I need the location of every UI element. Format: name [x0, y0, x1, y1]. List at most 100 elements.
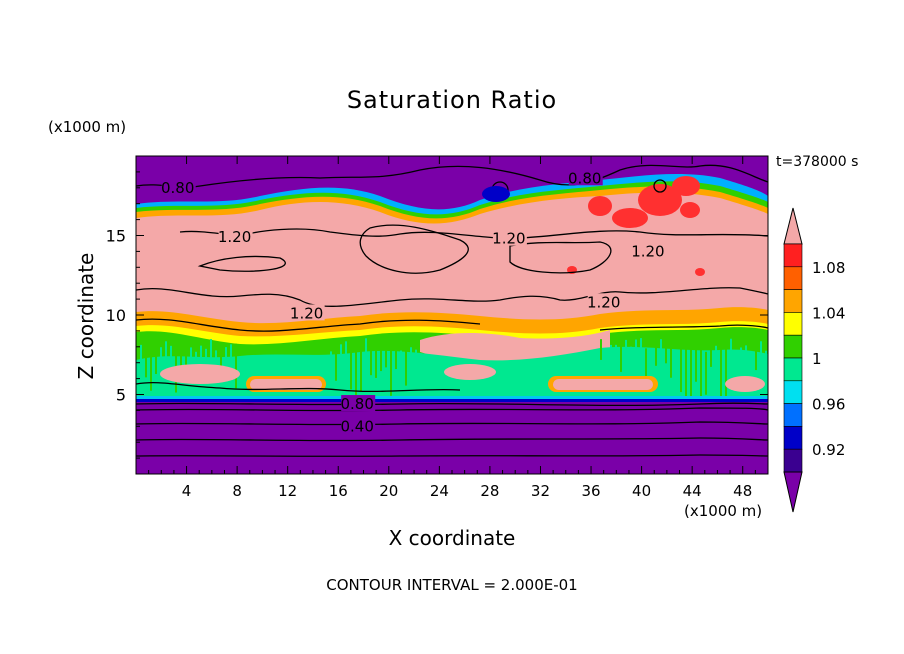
cloud-streak: [730, 338, 732, 373]
cloud-streak: [355, 351, 357, 405]
cloud-streak: [150, 339, 152, 391]
contour-label: 0.80: [568, 169, 601, 187]
cloud-streak: [405, 340, 407, 386]
x-tick-label: 44: [683, 482, 702, 500]
y-axis-units: (x1000 m): [48, 118, 127, 136]
contour-label-bg: [492, 229, 527, 246]
cloud-streak: [370, 341, 372, 376]
colorbar-label: 0.96: [812, 396, 845, 414]
cloud-streak: [695, 343, 697, 382]
x-axis-label: X coordinate: [388, 526, 516, 550]
cloud-streak: [720, 348, 722, 397]
x-tick-label: 32: [531, 482, 550, 500]
contour-label-bg: [631, 242, 666, 259]
y-tick-label: 15: [106, 227, 126, 246]
contour-label: 1.20: [587, 293, 620, 311]
cloud-streak: [395, 344, 397, 370]
colorbar-segment: [783, 289, 803, 313]
pink-lower-lenses: [160, 364, 765, 392]
cloud-streak: [155, 343, 157, 374]
contour-label-bg: [341, 395, 376, 412]
cloud-streak: [225, 347, 227, 373]
x-tick-label: 48: [733, 482, 752, 500]
cloud-streak: [220, 346, 222, 381]
contour-label-bg: [161, 178, 196, 195]
contour-label: 1.20: [631, 242, 664, 260]
cloud-streak: [615, 344, 617, 368]
contour-label: 0.80: [161, 179, 194, 197]
dry-pocket-top: [482, 186, 510, 202]
cloud-streak: [745, 345, 747, 377]
cloud-streak: [390, 344, 392, 396]
cloud-streak: [385, 344, 387, 368]
cloud-streak: [725, 344, 727, 396]
cloud-streak: [740, 347, 742, 374]
time-label: t=378000 s: [776, 154, 859, 170]
colorbar-segment: [783, 426, 803, 450]
cloud-streak: [625, 339, 627, 366]
contour-lines: [136, 164, 768, 457]
x-axis-ticks: 4 8 12 16 20 24 28 32 36 40 44 48: [148, 156, 756, 500]
chart-title: Saturation Ratio: [346, 86, 558, 114]
red-cells-upper: [567, 176, 705, 276]
contour-label: 1.20: [290, 304, 323, 322]
colorbar-segment: [783, 334, 803, 359]
cloud-streak: [375, 348, 377, 378]
cloud-base-cyan: [136, 396, 768, 399]
cloud-streak: [620, 341, 622, 372]
cloud-streak: [690, 344, 692, 400]
cloud-streak: [760, 341, 762, 388]
cloud-streak: [335, 344, 337, 381]
colorbar-segment: [783, 380, 803, 404]
cloud-streak: [675, 350, 677, 390]
cloud-streak: [185, 340, 187, 376]
x-tick-label: 40: [632, 482, 651, 500]
saturation-field: 0.80 0.80 1.20 1.20 1.20 1.20 1.20 0.80 0.40: [136, 156, 768, 474]
cloud-streak: [640, 338, 642, 386]
cloud-streak: [755, 343, 757, 371]
cloud-streak: [145, 341, 147, 378]
cloud-streak: [330, 351, 332, 384]
cloud-base-blue: [136, 399, 768, 402]
x-tick-label: 28: [480, 482, 499, 500]
cloud-streak: [415, 349, 417, 376]
cloud-streak: [365, 338, 367, 370]
cloud-streak: [200, 345, 202, 378]
x-tick-label: 36: [581, 482, 600, 500]
x-tick-label: 16: [329, 482, 348, 500]
contour-label: 1.20: [492, 230, 525, 248]
cloud-streak: [630, 346, 632, 370]
contour-label-group: 0.80 0.80 1.20 1.20 1.20 1.20 1.20 0.80 0.40: [161, 169, 666, 435]
x-axis-units: (x1000 m): [684, 502, 763, 520]
colorbar-segment: [783, 448, 803, 473]
y-tick-label: 5: [116, 386, 126, 405]
cloud-streak: [635, 339, 637, 377]
colorbar-label: 1: [812, 350, 822, 368]
x-tick-label: 12: [278, 482, 297, 500]
cloud-streak: [410, 347, 412, 399]
colorbar-segment: [783, 403, 803, 427]
y-axis-ticks: 5 10 15: [106, 171, 768, 459]
colorbar-min-arrow: [783, 471, 803, 513]
cloud-streak: [710, 344, 712, 367]
cloud-streak: [610, 344, 612, 367]
contour-label-bg: [218, 228, 253, 245]
cloud-streak: [655, 343, 657, 366]
cloud-streak: [400, 350, 402, 381]
x-tick-label: 20: [379, 482, 398, 500]
contour-label: 0.80: [340, 395, 373, 413]
contour-label-bg: [568, 169, 603, 186]
cloud-streak: [360, 348, 362, 392]
cloud-streak: [175, 338, 177, 393]
colorbar-segment: [783, 266, 803, 290]
cloud-streak: [180, 339, 182, 376]
cloud-streak: [680, 339, 682, 393]
colorbar-segment: [783, 357, 803, 382]
colorbar-segment: [783, 243, 803, 268]
cloud-streak: [190, 347, 192, 378]
cloud-streak: [650, 348, 652, 392]
colorbar: 1.08 1.04 1 0.96 0.92: [783, 207, 845, 513]
contour-label: 0.40: [340, 417, 373, 435]
cloud-streak: [235, 343, 237, 389]
